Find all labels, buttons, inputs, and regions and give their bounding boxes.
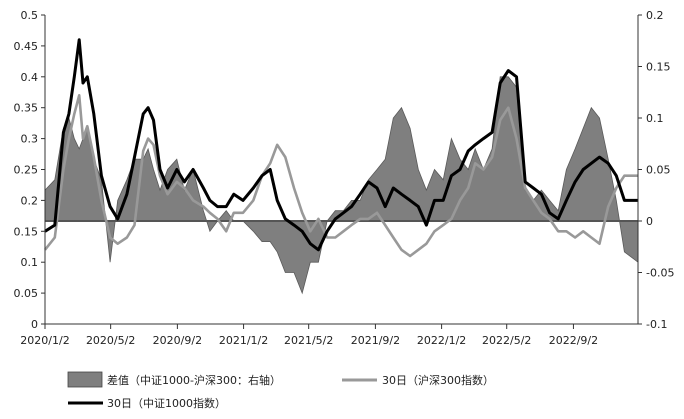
left-axis-tick-label: 0	[31, 318, 38, 331]
left-axis-tick-label: 0.3	[21, 133, 39, 146]
left-axis-tick-label: 0.35	[14, 102, 39, 115]
right-axis-tick-label: -0.1	[646, 318, 667, 331]
series-line-csi1000	[44, 38, 638, 252]
x-axis-tick-label: 2021/9/2	[351, 334, 400, 347]
right-axis-tick-label: 0.05	[646, 164, 671, 177]
series-area-diff	[44, 76, 639, 295]
x-axis-tick-label: 2020/9/2	[153, 334, 202, 347]
right-axis-tick-label: 0.1	[646, 112, 664, 125]
x-axis-tick-label: 2020/5/2	[86, 334, 135, 347]
x-axis-tick-label: 2020/1/2	[20, 334, 69, 347]
legend-label-diff: 差值（中证1000-沪深300：右轴）	[107, 373, 281, 387]
left-axis-tick-label: 0.15	[14, 225, 39, 238]
left-axis-tick-label: 0.1	[21, 256, 39, 269]
legend-swatch-diff	[67, 371, 103, 388]
left-axis-tick-label: 0.5	[21, 9, 39, 22]
x-axis-tick-label: 2022/9/2	[549, 334, 598, 347]
plot-area	[43, 38, 639, 295]
left-axis-tick-label: 0.2	[21, 194, 39, 207]
x-axis-tick-label: 2022/5/2	[482, 334, 531, 347]
series-line-csi300	[43, 94, 638, 258]
legend-label-csi300: 30日（沪深300指数）	[382, 373, 494, 387]
right-axis-tick-label: 0	[646, 215, 653, 228]
x-axis-tick-label: 2022/1/2	[417, 334, 466, 347]
x-axis-tick-label: 2021/5/2	[284, 334, 333, 347]
legend-label-csi1000: 30日（中证1000指数）	[107, 396, 226, 410]
left-axis-tick-label: 0.05	[14, 287, 39, 300]
x-axis-tick-label: 2021/1/2	[219, 334, 268, 347]
left-axis-tick-label: 0.45	[14, 40, 39, 53]
left-axis-tick-label: 0.25	[14, 164, 39, 177]
right-axis-tick-label: 0.2	[646, 9, 664, 22]
axes: 0 0.05 0.1 0.15 0.2 0.25 0.3 0.35 0.4 0.45 0.5 -0.1…	[14, 9, 675, 347]
right-axis-tick-label: 0.15	[646, 61, 671, 74]
right-axis-tick-label: -0.05	[646, 267, 674, 280]
legend: 差值（中证1000-沪深300：右轴） 30日（沪深300指数） 30日（中证1…	[67, 371, 494, 410]
left-axis-tick-label: 0.4	[21, 71, 39, 84]
